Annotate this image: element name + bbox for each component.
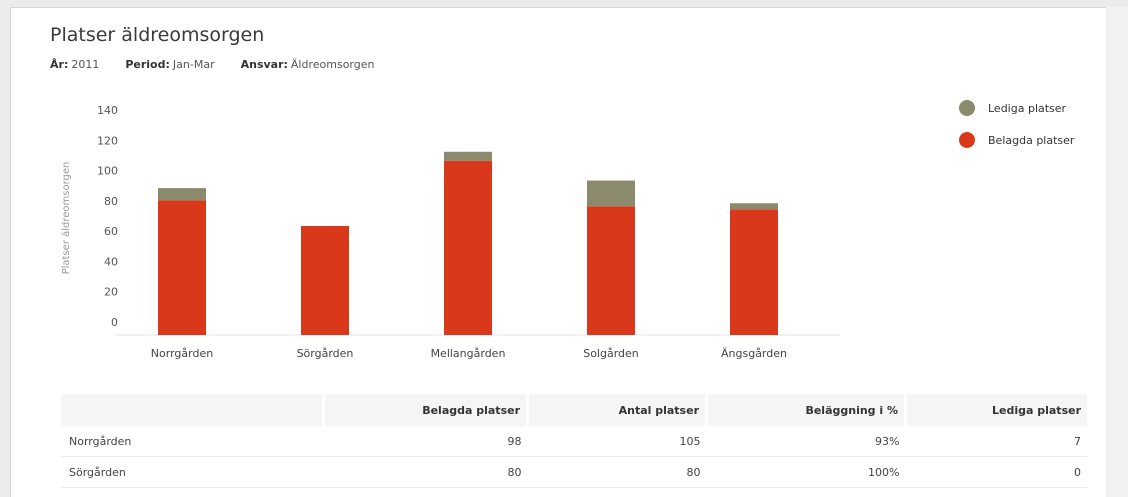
x-tick-label: Sörgården [297, 347, 354, 360]
legend[interactable]: Lediga platser Belagda platser [959, 100, 1075, 148]
table-header-lediga[interactable]: Lediga platser [904, 394, 1087, 426]
y-tick-label: 40 [104, 255, 118, 268]
data-table: Belagda platser Antal platser Beläggning… [61, 394, 1087, 488]
y-tick-label: 60 [104, 225, 118, 238]
bar-segment[interactable] [158, 200, 206, 335]
report-title: Platser äldreomsorgen [50, 24, 265, 46]
bar-segment[interactable] [587, 180, 635, 207]
row-belagda: 98 [323, 426, 528, 457]
report-meta: År: 2011 Period: Jan-Mar Ansvar: Äldreomsor… [50, 58, 374, 71]
meta-responsibility: Ansvar: Äldreomsorgen [240, 58, 375, 71]
table-header-row: Belagda platser Antal platser Beläggning… [61, 394, 1087, 426]
y-axis-label: Platser äldreomsorgen [61, 162, 72, 275]
bars [158, 151, 778, 335]
y-axis: 0 20 40 60 80 100 120 140 [97, 104, 118, 329]
table-header-belaggning[interactable]: Beläggning i % [705, 394, 906, 426]
x-tick-label: Solgården [583, 347, 639, 360]
x-tick-label: Ängsgården [721, 347, 787, 360]
row-lediga: 7 [905, 426, 1087, 457]
row-antal: 80 [527, 456, 707, 488]
y-tick-label: 140 [97, 104, 118, 117]
legend-marker[interactable] [959, 100, 975, 116]
table-header-antal[interactable]: Antal platser [526, 394, 707, 426]
table-row: Sörgården 80 80 100% 0 [61, 456, 1087, 488]
row-belagda: 80 [323, 456, 528, 488]
bar-segment[interactable] [444, 151, 492, 161]
stacked-bar-chart: 0 20 40 60 80 100 120 140 Platser äldreomsorgen… [61, 100, 1075, 360]
y-tick-label: 20 [104, 286, 118, 299]
x-tick-label: Norrgården [151, 347, 213, 360]
y-tick-label: 0 [111, 316, 118, 329]
row-name: Sörgården [61, 456, 324, 488]
row-name: Norrgården [61, 426, 324, 457]
row-lediga: 0 [905, 456, 1087, 488]
row-belaggning: 100% [706, 456, 906, 488]
table-row: Norrgården 98 105 93% 7 [61, 426, 1087, 457]
table-header-belagda[interactable]: Belagda platser [322, 394, 528, 426]
y-tick-label: 120 [97, 134, 118, 147]
meta-period: Period: Jan-Mar [125, 58, 215, 71]
bar-segment[interactable] [587, 206, 635, 335]
y-tick-label: 80 [104, 195, 118, 208]
bar-segment[interactable] [730, 209, 778, 335]
row-antal: 105 [527, 426, 707, 457]
y-tick-label: 100 [97, 165, 118, 178]
legend-marker[interactable] [959, 132, 975, 148]
legend-item-label[interactable]: Lediga platser [988, 102, 1067, 115]
meta-year: År: 2011 [50, 58, 100, 71]
x-axis: Norrgården Sörgården Mellangården Solgården… [151, 347, 787, 360]
bar-segment[interactable] [301, 225, 349, 335]
row-belaggning: 93% [706, 426, 906, 457]
table-header-name [61, 394, 324, 426]
bar-segment[interactable] [158, 188, 206, 201]
legend-item-label[interactable]: Belagda platser [988, 134, 1075, 147]
x-tick-label: Mellangården [431, 347, 506, 360]
bar-segment[interactable] [444, 160, 492, 335]
bar-segment[interactable] [730, 203, 778, 210]
scroll-gutter [1106, 7, 1128, 497]
